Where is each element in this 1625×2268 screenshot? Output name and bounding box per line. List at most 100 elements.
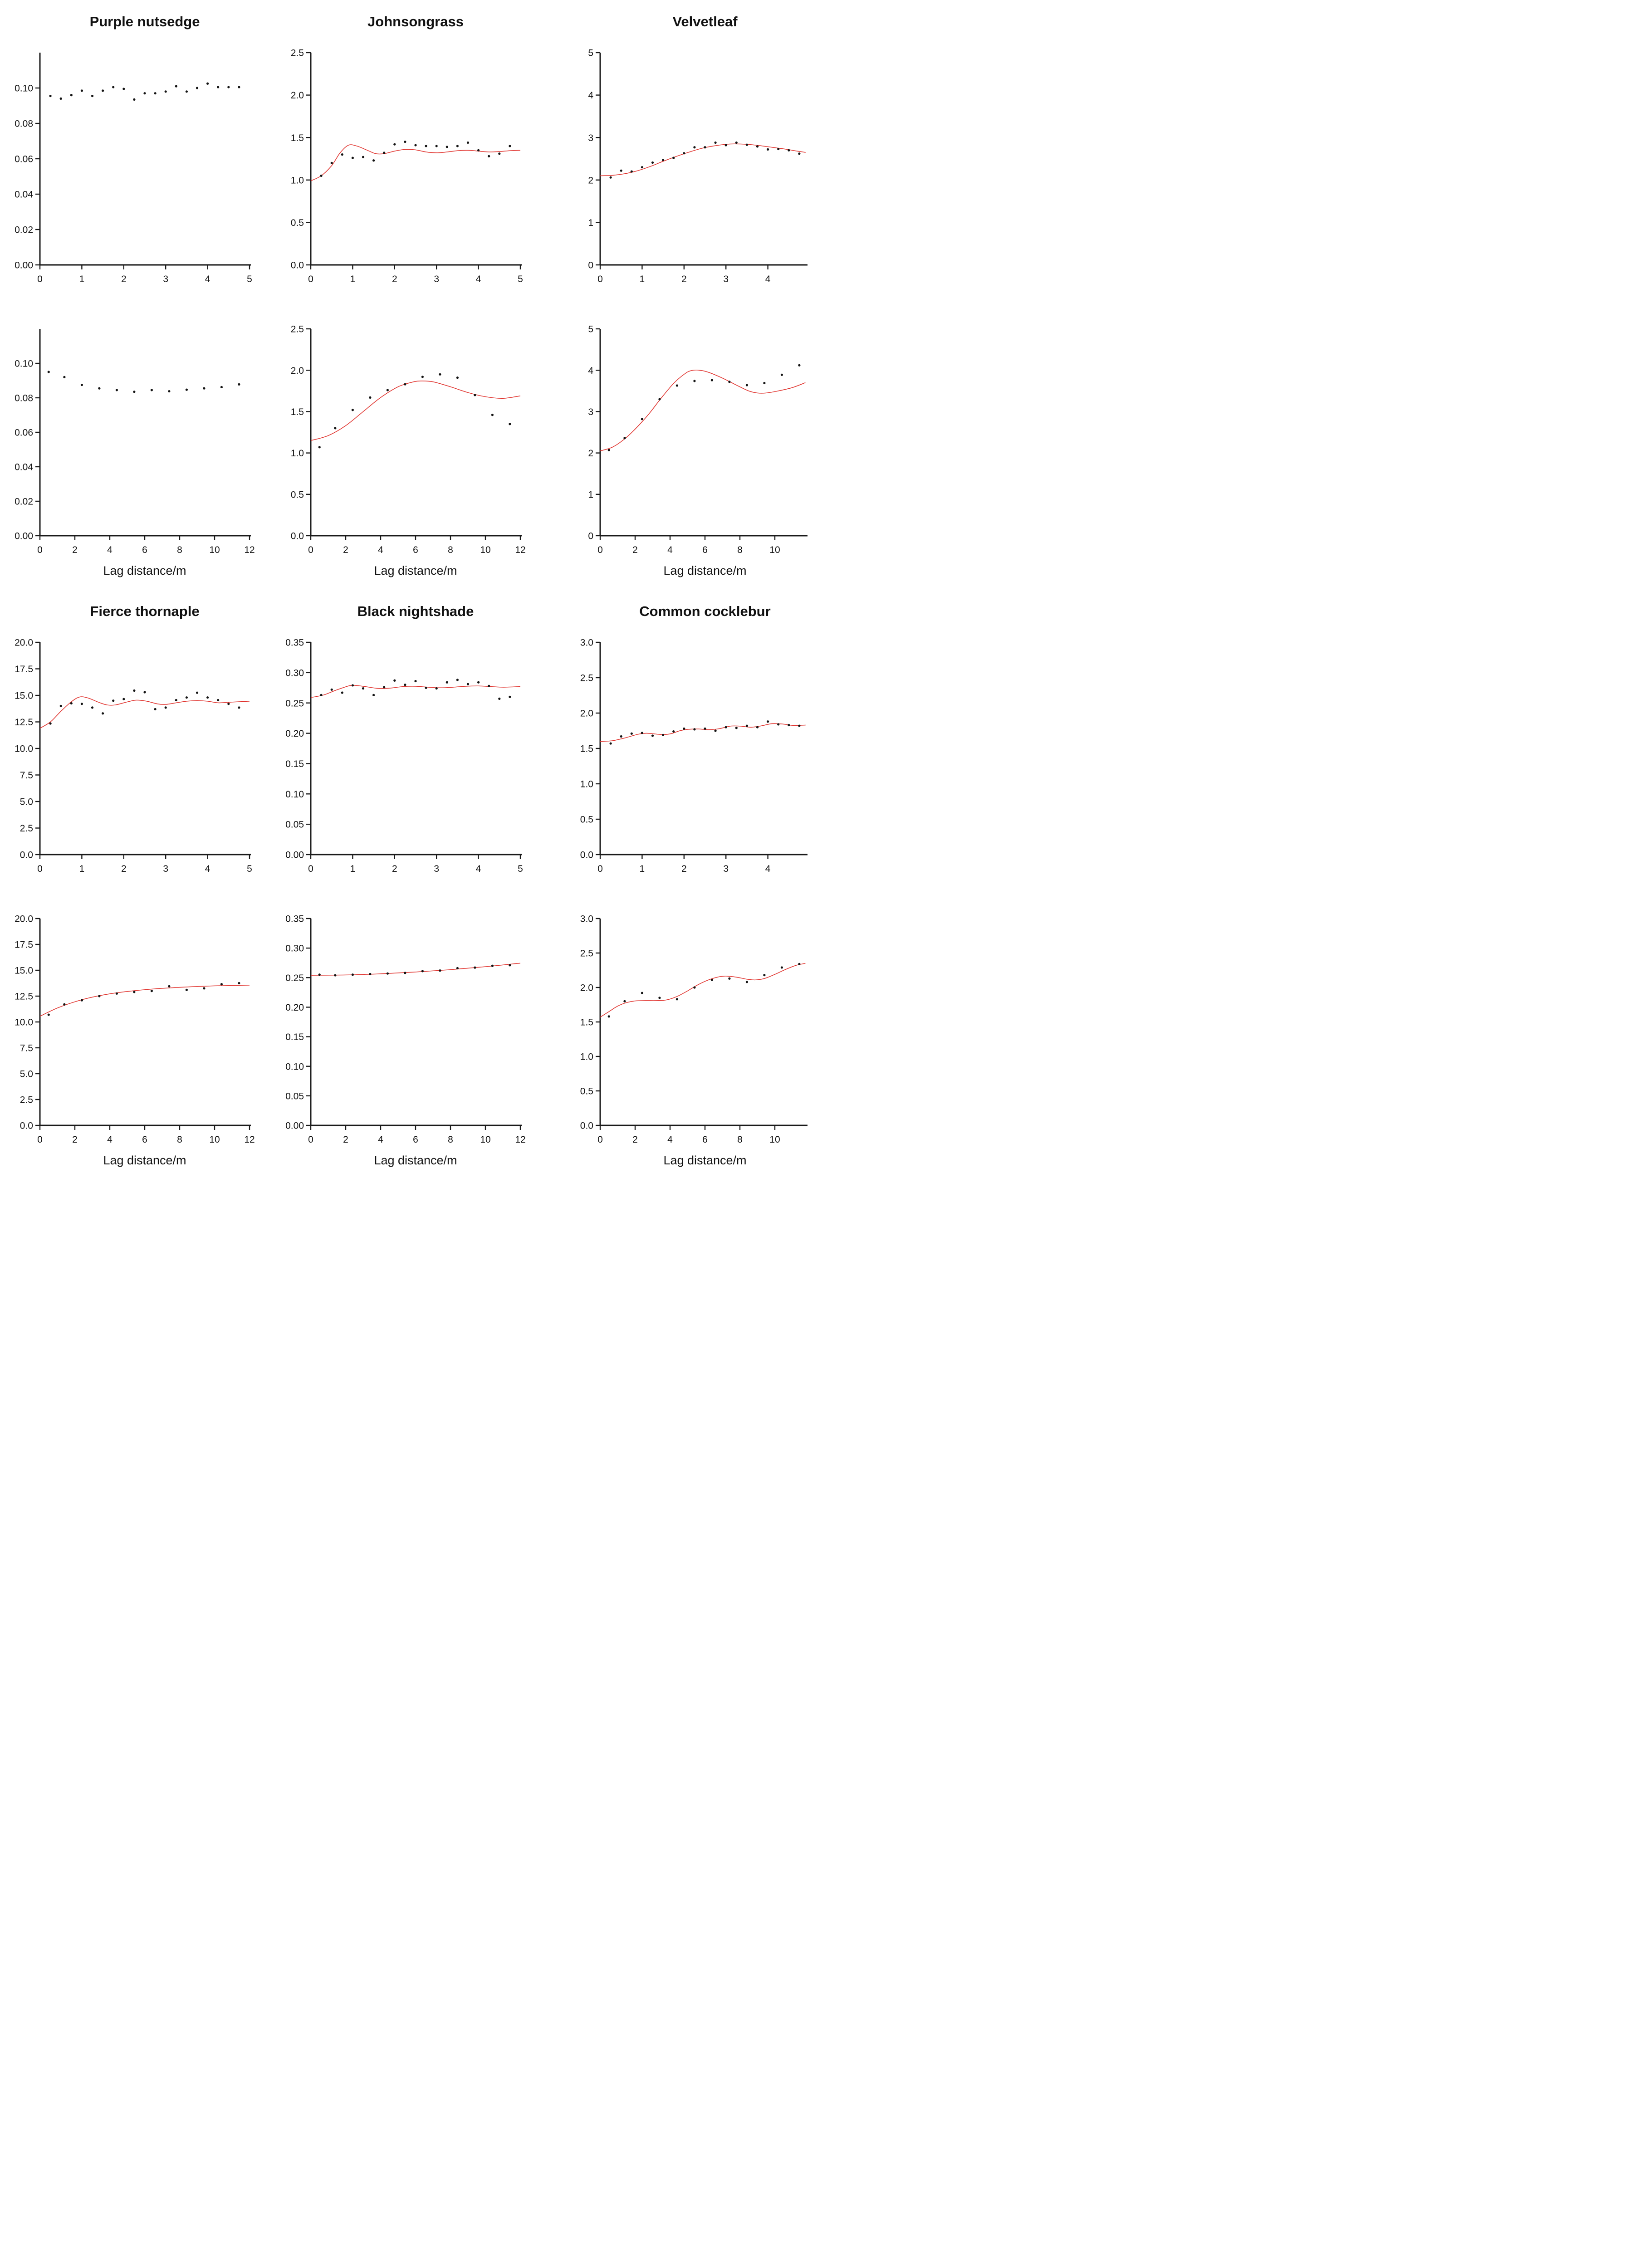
data-point [735, 141, 738, 144]
data-point [318, 446, 321, 449]
data-point [672, 156, 675, 159]
data-point [509, 145, 511, 147]
y-tick-label: 3.0 [580, 638, 593, 648]
y-tick-label: 0.0 [20, 850, 33, 860]
y-tick-label: 0.5 [291, 218, 304, 228]
y-tick-label: 1.0 [291, 175, 304, 186]
x-tick-label: 3 [163, 274, 168, 284]
y-tick-label: 0.06 [15, 154, 33, 165]
data-point [710, 379, 713, 381]
data-point [693, 728, 696, 731]
data-point [404, 140, 406, 143]
chart-block-black-nightshade: Black nightshade 0.00 0.05 0.10 0.15 0.20 0.2… [271, 590, 542, 1174]
data-point [714, 729, 717, 732]
data-point [150, 990, 153, 992]
data-point [185, 388, 188, 391]
data-point [362, 687, 365, 690]
data-point [658, 997, 661, 999]
chart-block-velvetleaf: Velvetleaf 0 1 2 3 4 5 0 1 2 3 4 0 1 2 3 4 5 0 2 4 6 8 10 Lag… [542, 0, 812, 587]
x-tick-label: 4 [765, 274, 771, 284]
data-point [728, 977, 731, 980]
y-tick-label: 2.5 [20, 1095, 33, 1105]
y-tick-label: 15.0 [15, 691, 33, 701]
y-tick-label: 2 [588, 175, 593, 186]
plot-velvetleaf-top: 0 1 2 3 4 5 0 1 2 3 4 [588, 48, 808, 284]
data-point [185, 90, 188, 93]
chart-title: Black nightshade [357, 603, 474, 619]
y-tick-label: 1.5 [291, 133, 304, 143]
y-tick-label: 0.5 [291, 489, 304, 500]
plot-johnsongrass-bottom: 0.0 0.5 1.0 1.5 2.0 2.5 0 2 4 6 8 10 12 [291, 324, 526, 555]
data-point [164, 706, 167, 709]
data-point [620, 735, 622, 738]
data-point [238, 706, 240, 709]
y-tick-label: 12.5 [15, 992, 33, 1002]
y-tick-label: 2.0 [580, 709, 593, 719]
data-point [196, 87, 199, 89]
y-tick-label: 0.04 [15, 190, 33, 200]
data-point [238, 86, 240, 88]
data-point [393, 679, 396, 682]
data-point [341, 153, 343, 156]
y-tick-label: 1 [588, 218, 593, 228]
x-tick-label: 2 [72, 1134, 78, 1145]
x-tick-label: 0 [37, 864, 43, 874]
data-point [351, 684, 354, 687]
data-point [756, 145, 759, 148]
y-tick-label: 0.10 [15, 359, 33, 369]
data-point [164, 90, 167, 93]
x-tick-label: 1 [640, 274, 645, 284]
x-tick-label: 10 [209, 1134, 220, 1145]
data-point [445, 146, 448, 148]
data-point [456, 145, 459, 147]
y-tick-label: 0.00 [15, 531, 33, 542]
data-point [196, 691, 199, 694]
data-point [767, 720, 769, 723]
x-tick-label: 0 [597, 274, 603, 284]
data-point [404, 684, 406, 686]
x-tick-label: 3 [434, 864, 439, 874]
data-point [491, 964, 494, 967]
x-tick-label: 0 [308, 274, 313, 284]
data-point [466, 683, 470, 685]
data-point [421, 376, 424, 378]
y-tick-label: 0 [588, 260, 593, 271]
y-tick-label: 0.08 [15, 119, 33, 129]
fit-line [310, 963, 521, 976]
data-point [98, 995, 101, 997]
data-point [620, 169, 622, 172]
data-point [756, 726, 759, 728]
y-tick-label: 0.10 [285, 789, 304, 800]
x-tick-label: 4 [378, 545, 383, 555]
plot-fierce-thornaple-top: 0.0 2.5 5.0 7.5 10.0 12.5 15.0 17.5 20.0 0 1 2 3 4 5 [15, 638, 252, 874]
y-tick-label: 3 [588, 407, 593, 417]
data-point [798, 152, 801, 155]
x-tick-label: 10 [480, 1134, 490, 1145]
y-tick-label: 1.0 [580, 779, 593, 790]
y-tick-label: 10.0 [15, 1017, 33, 1028]
y-tick-label: 7.5 [20, 770, 33, 781]
data-point [98, 387, 101, 390]
x-tick-label: 0 [308, 864, 313, 874]
y-tick-label: 2.0 [580, 983, 593, 993]
x-tick-label: 12 [515, 545, 525, 555]
fit-line [600, 370, 806, 451]
x-tick-label: 8 [177, 545, 182, 555]
data-point [102, 89, 104, 92]
data-point [777, 723, 780, 726]
y-tick-label: 1.5 [291, 407, 304, 417]
x-axis-label: Lag distance/m [663, 564, 747, 577]
data-point [488, 155, 490, 157]
x-tick-label: 6 [142, 545, 147, 555]
fit-line [600, 143, 806, 176]
data-point [641, 166, 643, 169]
data-point [185, 988, 188, 991]
data-point [203, 987, 206, 990]
data-point [143, 691, 146, 694]
data-point [623, 437, 626, 440]
plot-purple-nutsedge-top: 0.00 0.02 0.04 0.06 0.08 0.10 0 1 2 3 4 5 [15, 53, 252, 284]
x-tick-label: 2 [343, 1134, 348, 1145]
data-point [351, 409, 354, 411]
chart-block-fierce-thornaple: Fierce thornaple 0.0 2.5 5.0 7.5 10.0 12.5 15.… [0, 590, 271, 1174]
data-point [693, 986, 696, 989]
